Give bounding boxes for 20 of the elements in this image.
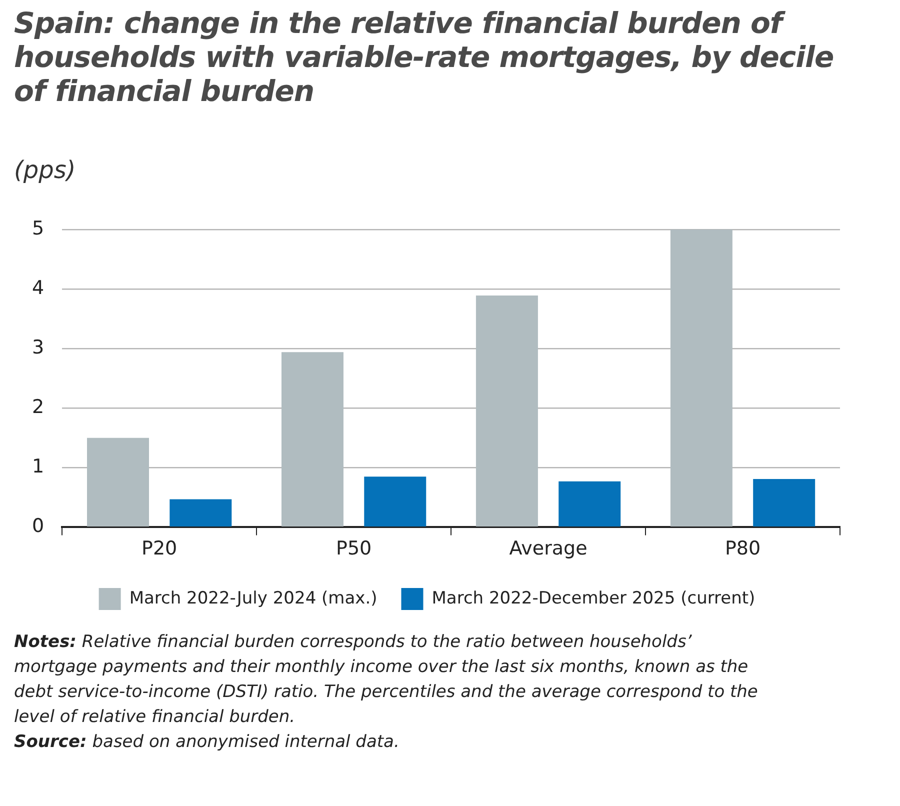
x-tick-label: P80 <box>724 538 761 560</box>
y-tick-label: 0 <box>32 515 44 538</box>
y-tick-label: 1 <box>32 456 44 478</box>
x-tick-label: Average <box>509 538 588 560</box>
y-tick-label: 2 <box>32 396 44 418</box>
source-note: Source: based on anonymised internal data. <box>14 732 400 752</box>
legend-label: March 2022-July 2024 (max.) <box>129 588 378 608</box>
bar <box>170 499 232 527</box>
bar <box>364 476 426 527</box>
bar <box>558 481 621 527</box>
chart-title: Spain: change in the relative financial burden of households with variable-rate mortgages, by decile of financial burden <box>14 6 834 108</box>
legend-label: March 2022-December 2025 (current) <box>432 588 756 608</box>
text: Notes: Relative financial burden corresponds to the ratio between households’ mortgage payments and their monthly income over the last six months, known as the debt service-to-income (DSTI) ratio. The percentiles and the average correspond to the level of relative financial burden. <box>14 632 758 727</box>
y-tick-label: 3 <box>32 336 44 358</box>
y-tick-label: 4 <box>32 276 44 299</box>
x-tick-label: P20 <box>142 538 178 560</box>
x-tick-label: P50 <box>336 538 372 560</box>
bar <box>753 478 816 527</box>
y-axis-title: (pps) <box>14 156 76 184</box>
y-tick-label: 5 <box>32 217 44 240</box>
